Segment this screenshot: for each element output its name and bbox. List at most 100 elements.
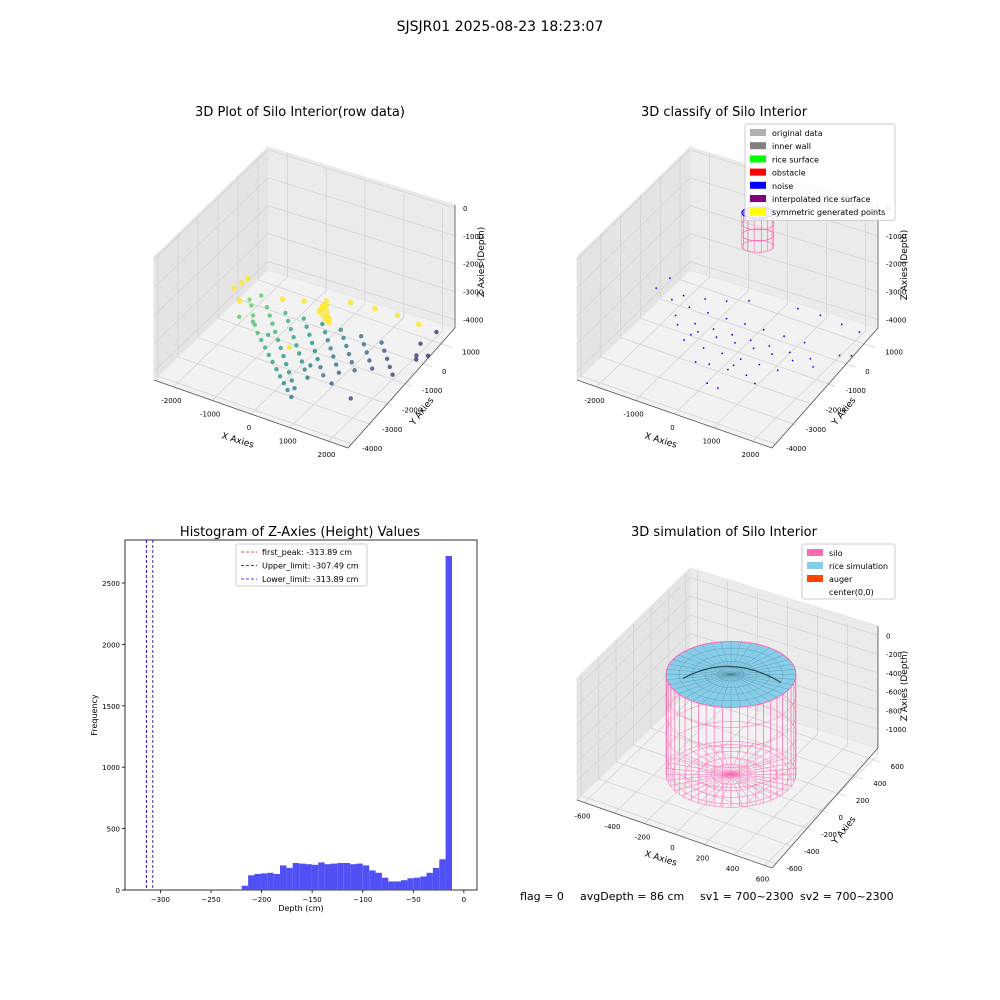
- data-point: [320, 312, 326, 319]
- noise-point: [707, 312, 709, 314]
- x-axis-line: [576, 799, 773, 869]
- histogram-bar: [413, 877, 421, 890]
- z-tick-label: -4000: [463, 317, 483, 325]
- histogram-bar: [267, 872, 274, 890]
- x-tick-label: -600: [575, 813, 591, 821]
- histogram-bar: [254, 874, 261, 890]
- histogram-bar: [260, 873, 268, 890]
- noise-point: [734, 342, 736, 344]
- data-point: [434, 329, 439, 335]
- data-point: [414, 353, 419, 358]
- histogram-bar: [292, 863, 300, 890]
- noise-point: [791, 359, 794, 362]
- y-tick-label: -1000: [845, 387, 865, 395]
- grid-line-y: [581, 795, 777, 865]
- raw-plot-zlabel: Z Axies (Depth): [477, 227, 487, 298]
- grid-line-y: [157, 375, 353, 445]
- data-point: [370, 366, 375, 371]
- x-axis-line: [153, 379, 349, 449]
- data-point: [236, 298, 243, 304]
- z-tick-label: -2000: [886, 261, 906, 269]
- figure-title: SJSJR01 2025-08-23 18:23:07: [397, 19, 604, 35]
- histogram-bar: [235, 889, 242, 890]
- x-tick-label: −200: [252, 896, 271, 904]
- simulation-plot-title: 3D simulation of Silo Interior: [631, 525, 818, 540]
- grid-line-x: [173, 276, 288, 388]
- data-point: [331, 354, 336, 359]
- z-tick-label: -3000: [886, 289, 906, 297]
- data-point: [301, 316, 306, 321]
- data-point: [250, 319, 255, 324]
- noise-point: [768, 345, 771, 347]
- legend-label: center(0,0): [829, 588, 874, 597]
- grid-line-x: [752, 330, 866, 442]
- data-point: [301, 298, 307, 304]
- y-axis-line: [771, 327, 879, 449]
- grid-line-x: [596, 276, 710, 388]
- grid-line-z: [576, 576, 879, 688]
- rice-mesh-spoke: [673, 659, 732, 675]
- x-tick-label: 2000: [742, 451, 760, 459]
- avg-depth-text: avgDepth = 86 cm: [580, 890, 684, 903]
- noise-point: [745, 374, 748, 377]
- data-point: [281, 353, 286, 359]
- data-point: [390, 372, 395, 377]
- data-point: [414, 357, 419, 362]
- legend-label: symmetric generated points: [772, 208, 885, 217]
- rice-mesh-spoke: [730, 674, 778, 698]
- y-tick-label: 500: [107, 826, 120, 834]
- rice-mesh-spoke: [678, 654, 732, 675]
- noise-point: [739, 358, 742, 360]
- histogram-bar: [401, 880, 408, 890]
- rice-mesh-spoke: [730, 674, 796, 680]
- grid-line-x: [211, 290, 327, 401]
- grid-line-y: [679, 279, 876, 349]
- y-tick-label: -2000: [826, 407, 846, 415]
- x-tick-label: 600: [756, 875, 769, 883]
- data-point: [361, 342, 367, 347]
- grid-line-y: [580, 375, 777, 445]
- data-point: [352, 368, 357, 373]
- grid-line-y: [660, 298, 856, 368]
- data-point: [336, 370, 342, 375]
- y-tick-label: -2000: [402, 407, 422, 415]
- histogram-bar: [273, 874, 280, 890]
- data-point: [294, 343, 299, 348]
- data-point: [322, 302, 328, 308]
- grid-line-y: [668, 710, 864, 780]
- noise-point: [669, 277, 671, 280]
- data-point: [262, 345, 268, 350]
- data-point: [321, 373, 326, 378]
- raw-plot-xlabel: X Axies: [220, 431, 255, 450]
- histogram-bar: [407, 878, 414, 890]
- noise-point: [715, 336, 718, 339]
- z-tick-label: -800: [886, 707, 902, 715]
- y-tick-label: -3000: [382, 426, 402, 434]
- noise-point: [762, 328, 765, 331]
- data-point: [277, 374, 283, 379]
- grid-line-x: [635, 290, 749, 401]
- histogram-ylabel: Frequency: [90, 694, 99, 736]
- histogram-bar: [362, 865, 370, 890]
- x-tick-label: 0: [670, 844, 674, 852]
- histogram-title: Histogram of Z-Axies (Height) Values: [180, 525, 420, 540]
- data-point: [289, 378, 294, 383]
- grid-line-z: [576, 595, 879, 707]
- classify-3d-plot: 3D classify of Silo Interior X Axies Y A…: [576, 105, 910, 459]
- y-tick-label: -4000: [786, 445, 806, 453]
- grid-line-z: [153, 177, 456, 289]
- data-point: [333, 362, 339, 367]
- rice-ridge: [682, 665, 782, 683]
- noise-point: [812, 366, 814, 368]
- legend-swatch: [750, 208, 766, 216]
- noise-point: [706, 382, 708, 385]
- histogram-bar: [311, 864, 319, 890]
- data-point: [307, 332, 312, 337]
- simulation-plot-xlabel: X Axies: [643, 849, 678, 868]
- grid-line-x: [328, 330, 443, 442]
- data-point: [384, 356, 390, 361]
- noise-point: [683, 339, 685, 341]
- x-tick-label: 1000: [703, 438, 721, 446]
- y-tick-label: 0: [442, 368, 446, 376]
- data-point: [267, 313, 272, 318]
